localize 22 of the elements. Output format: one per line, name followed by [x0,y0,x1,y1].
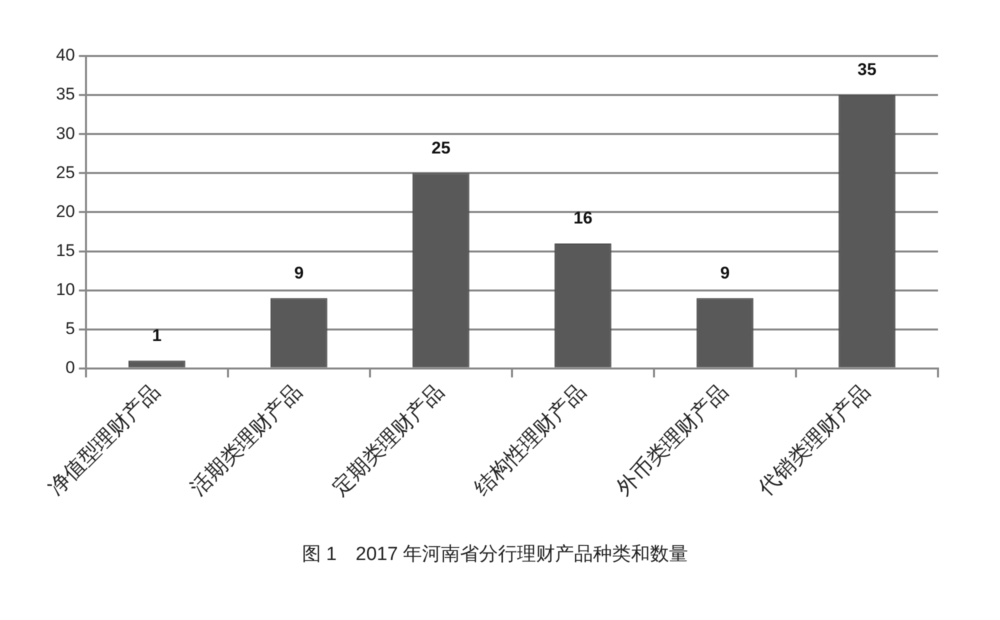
data-label: 35 [858,60,876,80]
y-tick-label: 5 [65,319,75,338]
text: 图 1 2017 年河南省分行理财产品种类和数量 [302,544,688,565]
y-tick-label: 30 [56,124,75,143]
x-tick-label: 定期类理财产品 [328,380,449,500]
x-tick-label: 活期类理财产品 [186,380,307,500]
y-tick-label: 10 [56,280,75,300]
data-label: 1 [152,326,162,345]
x-tick-label: 结构性理财产品 [470,380,591,500]
y-tick-label: 15 [56,240,75,260]
data-label: 16 [574,208,592,228]
data-label: 9 [294,263,304,282]
x-tick-label: 净值型理财产品 [44,380,165,500]
y-tick-label: 25 [56,162,75,182]
x-tick-label: 代销类理财产品 [754,380,875,501]
data-label: 25 [431,138,450,158]
y-tick-label: 40 [56,46,75,65]
y-tick-label: 35 [56,84,75,104]
data-label: 9 [720,263,730,282]
y-tick-label: 20 [56,202,75,221]
y-tick-label: 0 [65,358,75,378]
x-tick-label: 外币类理财产品 [612,380,733,500]
